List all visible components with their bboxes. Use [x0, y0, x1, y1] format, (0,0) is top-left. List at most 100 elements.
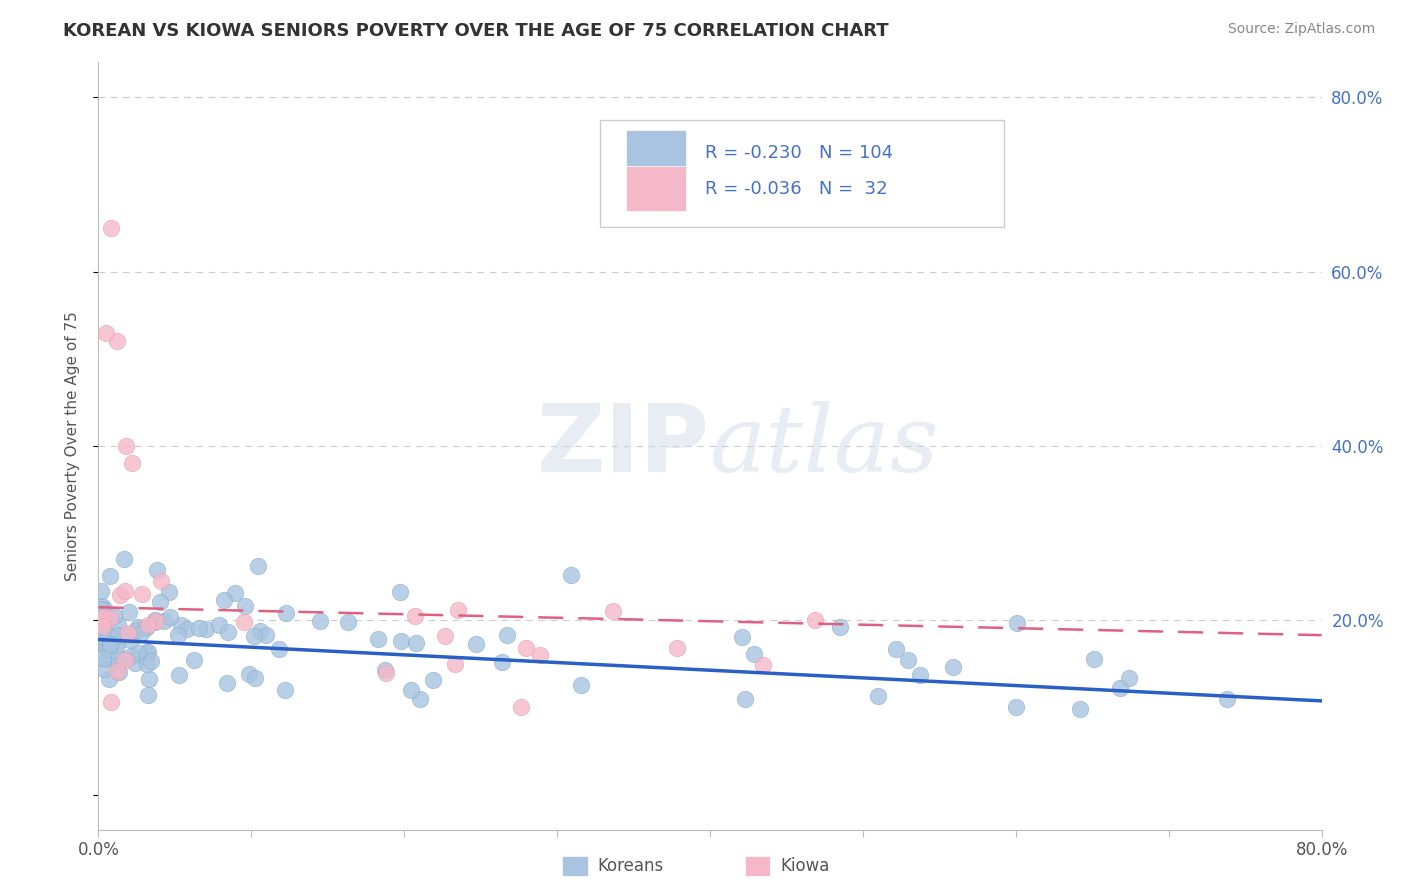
- Point: [157, 585, 180, 599]
- Point: [111, 652, 134, 666]
- Point: [105, 334, 128, 349]
- Point: [120, 648, 142, 663]
- Point: [135, 621, 157, 635]
- Point: [1069, 702, 1091, 716]
- Point: [214, 593, 236, 607]
- Point: [367, 632, 389, 646]
- Point: [238, 666, 260, 681]
- Point: [666, 641, 689, 656]
- Point: [149, 574, 172, 588]
- Point: [233, 615, 256, 629]
- Point: [118, 605, 141, 619]
- Text: R = -0.230   N = 104: R = -0.230 N = 104: [706, 144, 893, 161]
- Point: [143, 615, 166, 629]
- Point: [249, 624, 271, 638]
- Point: [98, 639, 121, 653]
- Point: [731, 630, 754, 644]
- Point: [176, 622, 198, 636]
- Point: [100, 637, 122, 651]
- Point: [96, 651, 118, 665]
- Point: [308, 614, 330, 628]
- Point: [374, 663, 396, 677]
- Point: [215, 675, 238, 690]
- Point: [254, 628, 277, 642]
- Point: [447, 603, 470, 617]
- Point: [734, 692, 756, 706]
- Point: [127, 646, 149, 660]
- Point: [94, 602, 117, 616]
- Point: [183, 653, 205, 667]
- Point: [217, 625, 239, 640]
- Point: [243, 671, 266, 685]
- FancyBboxPatch shape: [626, 166, 686, 211]
- Point: [149, 595, 172, 609]
- Point: [97, 628, 120, 642]
- Point: [389, 634, 412, 648]
- Point: [399, 682, 422, 697]
- Point: [942, 660, 965, 674]
- Point: [131, 587, 153, 601]
- Point: [136, 617, 159, 632]
- Point: [409, 692, 432, 706]
- Point: [170, 618, 193, 632]
- Point: [117, 625, 139, 640]
- Point: [910, 668, 932, 682]
- Point: [98, 672, 121, 686]
- Point: [422, 673, 444, 688]
- Point: [91, 619, 114, 633]
- Point: [1005, 615, 1028, 630]
- Point: [98, 611, 121, 625]
- Point: [246, 559, 269, 574]
- Point: [569, 678, 592, 692]
- Point: [1005, 699, 1028, 714]
- Point: [243, 629, 266, 643]
- Point: [94, 326, 117, 340]
- FancyBboxPatch shape: [626, 130, 686, 175]
- Point: [90, 599, 112, 613]
- Point: [560, 567, 582, 582]
- Point: [515, 640, 537, 655]
- Point: [1083, 652, 1105, 666]
- Point: [91, 624, 114, 639]
- Point: [529, 648, 551, 663]
- Point: [108, 665, 131, 679]
- Point: [208, 618, 231, 632]
- Point: [167, 668, 190, 682]
- Point: [96, 642, 118, 657]
- Point: [224, 586, 246, 600]
- Point: [112, 552, 135, 566]
- Point: [96, 640, 118, 654]
- Point: [167, 628, 190, 642]
- Text: Kiowa: Kiowa: [780, 857, 830, 875]
- Point: [127, 620, 149, 634]
- Point: [496, 628, 519, 642]
- Text: Koreans: Koreans: [598, 857, 664, 875]
- Point: [443, 657, 465, 672]
- Point: [100, 695, 122, 709]
- Point: [145, 614, 167, 628]
- Text: KOREAN VS KIOWA SENIORS POVERTY OVER THE AGE OF 75 CORRELATION CHART: KOREAN VS KIOWA SENIORS POVERTY OVER THE…: [63, 22, 889, 40]
- Point: [136, 645, 159, 659]
- Y-axis label: Seniors Poverty Over the Age of 75: Seniors Poverty Over the Age of 75: [65, 311, 80, 581]
- Point: [91, 610, 114, 624]
- Point: [125, 623, 148, 637]
- Point: [1216, 691, 1239, 706]
- Point: [145, 563, 167, 577]
- Point: [491, 655, 513, 669]
- Text: R = -0.036   N =  32: R = -0.036 N = 32: [706, 179, 887, 198]
- Point: [120, 633, 142, 648]
- Point: [187, 621, 209, 635]
- Point: [136, 645, 159, 659]
- Point: [897, 653, 920, 667]
- Point: [143, 614, 166, 628]
- Point: [115, 439, 138, 453]
- Point: [751, 658, 773, 673]
- Point: [110, 588, 132, 602]
- Point: [1118, 671, 1140, 685]
- Point: [804, 613, 827, 627]
- Point: [100, 221, 122, 235]
- Point: [107, 657, 129, 672]
- Point: [510, 699, 533, 714]
- Point: [90, 601, 112, 615]
- Point: [1109, 681, 1132, 696]
